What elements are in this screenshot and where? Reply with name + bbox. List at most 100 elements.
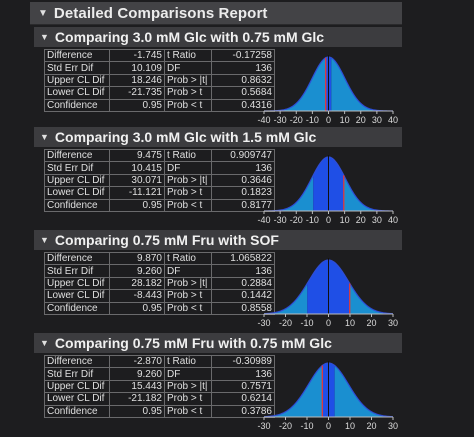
stat-label: Upper CL Dif <box>44 73 110 88</box>
x-tick-label: -10 <box>300 318 313 328</box>
comparison-header[interactable]: ▼ Comparing 0.75 mM Fru with 0.75 mM Glc <box>34 333 402 353</box>
report-header[interactable]: ▼ Detailed Comparisons Report <box>30 2 402 25</box>
stat-label: Prob > |t| <box>164 73 212 88</box>
stat-value: 0.95 <box>109 98 165 112</box>
stat-label: Prob < t <box>164 404 212 418</box>
x-tick-label: -30 <box>274 115 287 125</box>
stat-value: -1.745 <box>109 48 165 63</box>
x-tick-label: 30 <box>388 421 398 431</box>
stat-label: Lower CL Dif <box>44 392 110 406</box>
stat-label: Difference <box>44 48 110 63</box>
x-tick-label: -40 <box>257 215 270 225</box>
stat-label: t Ratio <box>164 354 212 369</box>
t-distribution-plot: -30 -20 -10 0 10 20 30 <box>257 361 398 431</box>
stat-label: Confidence <box>44 301 110 315</box>
stat-label: Difference <box>44 354 110 369</box>
stat-label: Upper CL Dif <box>44 379 110 394</box>
stat-label: Std Err Dif <box>44 161 110 175</box>
disclosure-triangle-icon[interactable]: ▼ <box>40 338 49 348</box>
stat-value: 0.1823 <box>211 186 275 200</box>
table-row: Upper CL Dif 18.246 Prob > |t| 0.8632 <box>44 73 275 88</box>
stat-label: Std Err Dif <box>44 264 110 278</box>
comparison-header[interactable]: ▼ Comparing 3.0 mM Glc with 1.5 mM Glc <box>34 127 402 147</box>
comparison-title: Comparing 0.75 mM Fru with 0.75 mM Glc <box>54 335 332 351</box>
stat-label: DF <box>164 367 212 381</box>
right-tail-area <box>334 365 393 417</box>
stat-value: 9.475 <box>109 148 165 163</box>
x-tick-label: 20 <box>356 215 366 225</box>
table-row: Lower CL Dif -21.182 Prob > t 0.6214 <box>44 392 275 406</box>
stat-label: Prob > |t| <box>164 173 212 188</box>
x-tick-label: 20 <box>366 318 376 328</box>
left-tail-area <box>264 57 326 111</box>
disclosure-triangle-icon[interactable]: ▼ <box>40 132 49 142</box>
comparison-section: ▼ Comparing 3.0 mM Glc with 0.75 mM Glc … <box>34 27 402 127</box>
x-tick-label: 10 <box>340 215 350 225</box>
table-row: Confidence 0.95 Prob < t 0.8558 <box>44 301 275 315</box>
stat-label: Confidence <box>44 98 110 112</box>
x-tick-label: 30 <box>372 115 382 125</box>
stat-label: Prob > t <box>164 392 212 406</box>
stat-value: 15.443 <box>109 379 165 394</box>
comparison-header[interactable]: ▼ Comparing 0.75 mM Fru with SOF <box>34 230 402 250</box>
stat-label: Prob > |t| <box>164 276 212 291</box>
stat-label: Upper CL Dif <box>44 173 110 188</box>
x-tick-label: -10 <box>306 115 319 125</box>
x-tick-label: -30 <box>257 318 270 328</box>
stats-table: Difference -2.870 t Ratio -0.30989 Std Err … <box>44 354 275 418</box>
x-tick-label: -30 <box>274 215 287 225</box>
stat-label: DF <box>164 161 212 175</box>
x-tick-label: 30 <box>388 318 398 328</box>
stat-label: Std Err Dif <box>44 61 110 75</box>
x-tick-label: 10 <box>345 421 355 431</box>
stat-value: 0.95 <box>109 404 165 418</box>
stat-label: t Ratio <box>164 48 212 63</box>
table-row: Confidence 0.95 Prob < t 0.4316 <box>44 98 275 112</box>
table-row: Confidence 0.95 Prob < t 0.8177 <box>44 198 275 212</box>
x-tick-label: 10 <box>340 115 350 125</box>
stat-value: 30.071 <box>109 173 165 188</box>
disclosure-triangle-icon[interactable]: ▼ <box>40 32 49 42</box>
stat-value: -2.870 <box>109 354 165 369</box>
disclosure-triangle-icon[interactable]: ▼ <box>40 235 49 245</box>
table-row: Difference 9.870 t Ratio 1.065822 <box>44 251 275 266</box>
stat-label: Upper CL Dif <box>44 276 110 291</box>
left-tail-area <box>264 175 314 211</box>
stat-value: 0.8558 <box>211 301 275 315</box>
stat-value: 0.909747 <box>211 148 275 163</box>
comparison-title: Comparing 3.0 mM Glc with 1.5 mM Glc <box>54 129 317 145</box>
stat-value: -8.443 <box>109 289 165 303</box>
stat-value: 9.260 <box>109 367 165 381</box>
x-tick-label: -10 <box>306 215 319 225</box>
table-row: Confidence 0.95 Prob < t 0.3786 <box>44 404 275 418</box>
stat-value: 9.260 <box>109 264 165 278</box>
stat-value: 0.3786 <box>211 404 275 418</box>
x-tick-label: -10 <box>300 421 313 431</box>
comparison-section: ▼ Comparing 0.75 mM Fru with SOF Differe… <box>34 230 402 330</box>
stat-label: Prob > t <box>164 186 212 200</box>
disclosure-triangle-icon[interactable]: ▼ <box>38 7 48 19</box>
x-tick-label: 20 <box>366 421 376 431</box>
x-tick-label: 0 <box>326 115 331 125</box>
x-tick-label: -20 <box>290 115 303 125</box>
x-tick-label: -30 <box>257 421 270 431</box>
t-distribution-plot: -40 -30 -20 -10 0 10 20 30 40 <box>257 55 398 125</box>
stat-value: 10.109 <box>109 61 165 75</box>
x-tick-label: 0 <box>326 215 331 225</box>
stat-value: 9.870 <box>109 251 165 266</box>
x-tick-label: 40 <box>388 215 398 225</box>
stat-label: Std Err Dif <box>44 367 110 381</box>
stat-label: Prob > |t| <box>164 379 212 394</box>
t-distribution-plot: -40 -30 -20 -10 0 10 20 30 40 <box>257 155 398 225</box>
stat-label: Prob > t <box>164 86 212 100</box>
stat-label: t Ratio <box>164 148 212 163</box>
stat-label: Confidence <box>44 404 110 418</box>
stat-value: -21.735 <box>109 86 165 100</box>
table-row: Std Err Dif 10.415 DF 136 <box>44 161 275 175</box>
right-tail-area <box>349 283 393 314</box>
stat-value: -21.182 <box>109 392 165 406</box>
x-tick-label: 20 <box>356 115 366 125</box>
table-row: Lower CL Dif -11.121 Prob > t 0.1823 <box>44 186 275 200</box>
comparison-title: Comparing 0.75 mM Fru with SOF <box>54 232 279 248</box>
comparison-header[interactable]: ▼ Comparing 3.0 mM Glc with 0.75 mM Glc <box>34 27 402 47</box>
